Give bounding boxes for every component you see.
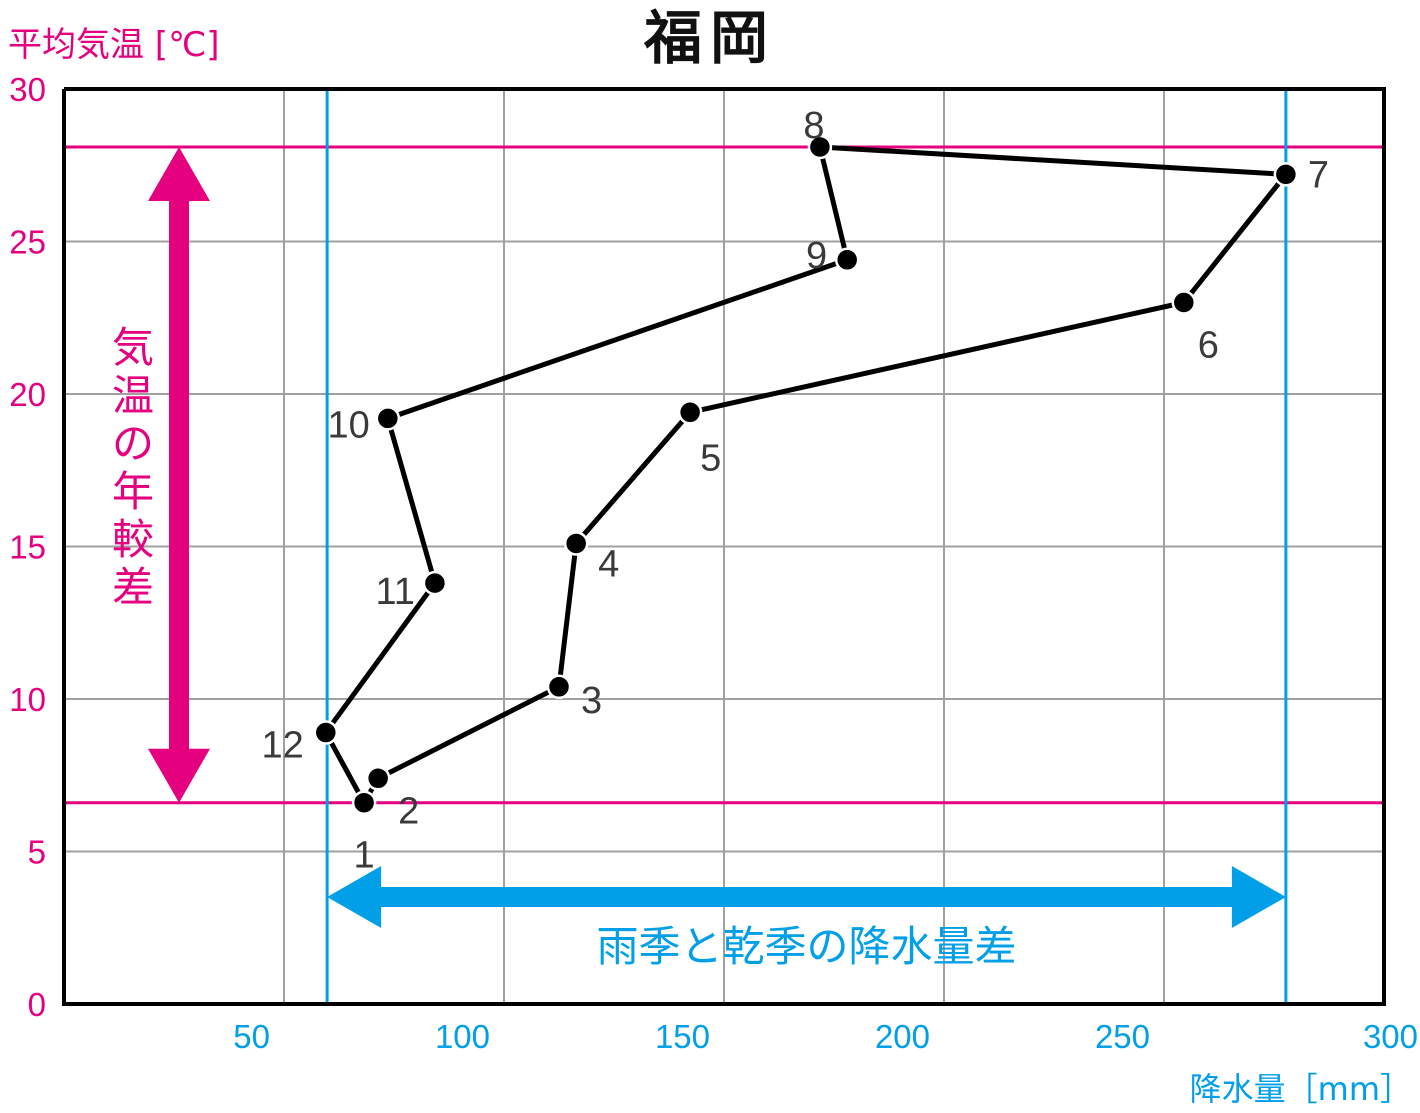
- plot-border: [62, 87, 1386, 1006]
- data-point: [375, 406, 401, 431]
- precipitation-range-arrow: [327, 866, 1286, 928]
- data-point: [546, 674, 572, 700]
- data-point: [677, 400, 703, 425]
- data-point: [351, 790, 377, 815]
- data-point: [313, 720, 339, 745]
- plot-frame: [62, 87, 1386, 1006]
- y-tick-label: 20: [9, 376, 46, 413]
- precipitation-range-label: 雨季と乾季の降水量差: [596, 922, 1016, 971]
- gridlines: [64, 89, 1384, 1004]
- y-tick-label: 10: [9, 681, 46, 718]
- data-point: [563, 531, 589, 556]
- month-label: 8: [803, 105, 824, 147]
- y-tick-label: 0: [28, 986, 46, 1023]
- y-tick-label: 25: [9, 224, 46, 261]
- temperature-range-arrow: [148, 146, 210, 803]
- month-label: 3: [581, 680, 602, 722]
- month-label: 11: [375, 571, 414, 613]
- data-point: [1171, 290, 1197, 315]
- x-tick-label: 300: [1363, 1018, 1418, 1055]
- range-arrows: [148, 146, 1286, 928]
- chart-title: 福岡: [643, 4, 776, 72]
- month-label: 9: [806, 235, 827, 277]
- x-tick-label: 50: [233, 1018, 270, 1055]
- month-label: 4: [598, 543, 619, 585]
- month-label: 7: [1308, 154, 1329, 196]
- month-label: 2: [398, 790, 419, 832]
- temperature-range-label: 気温の年較差: [112, 323, 154, 612]
- month-label: 10: [328, 404, 370, 446]
- data-point: [834, 247, 860, 273]
- month-label: 12: [262, 725, 304, 767]
- month-label: 6: [1198, 325, 1219, 367]
- y-axis-label: 平均気温 [℃]: [8, 25, 220, 65]
- x-tick-label: 250: [1095, 1018, 1150, 1055]
- data-point: [365, 766, 391, 791]
- y-tick-label: 15: [9, 529, 46, 566]
- month-label: 5: [700, 437, 721, 479]
- x-tick-label: 150: [655, 1018, 710, 1055]
- month-label: 1: [354, 835, 375, 877]
- data-point: [1273, 162, 1299, 187]
- data-point: [422, 570, 448, 596]
- y-tick-label: 30: [9, 71, 46, 108]
- x-tick-label: 200: [875, 1018, 930, 1055]
- x-axis-label: 降水量［mm］: [1190, 1070, 1412, 1108]
- x-tick-label: 100: [435, 1018, 490, 1055]
- y-tick-label: 5: [28, 834, 46, 871]
- data-point: [807, 134, 833, 160]
- reference-lines: [64, 89, 1384, 1004]
